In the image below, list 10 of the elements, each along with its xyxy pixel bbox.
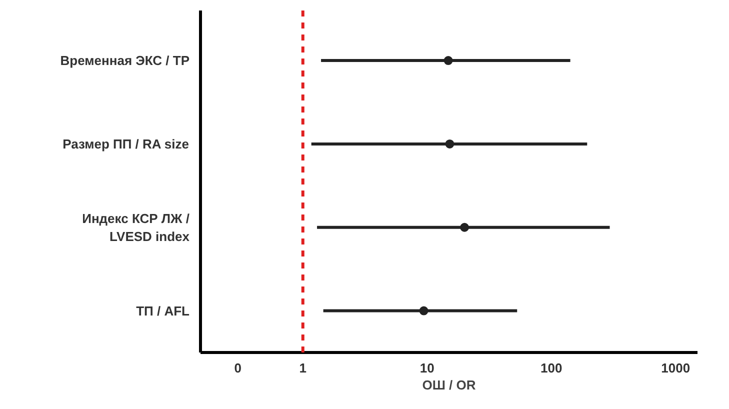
- x-tick-label: 1: [299, 360, 306, 376]
- x-tick-label: 100: [540, 360, 562, 376]
- y-tick-label: ТП / AFL: [136, 303, 190, 318]
- x-tick-label: 10: [420, 360, 434, 376]
- x-tick-label: 0: [234, 360, 242, 376]
- x-tick-label: 1000: [661, 360, 690, 376]
- x-axis-title: ОШ / OR: [422, 378, 476, 392]
- y-tick-label: Временная ЭКС / ТР: [60, 53, 190, 68]
- y-tick-label: Индекс КСР ЛЖ / LVESD index: [82, 210, 190, 244]
- y-tick-label: Размер ПП / RA size: [62, 136, 190, 152]
